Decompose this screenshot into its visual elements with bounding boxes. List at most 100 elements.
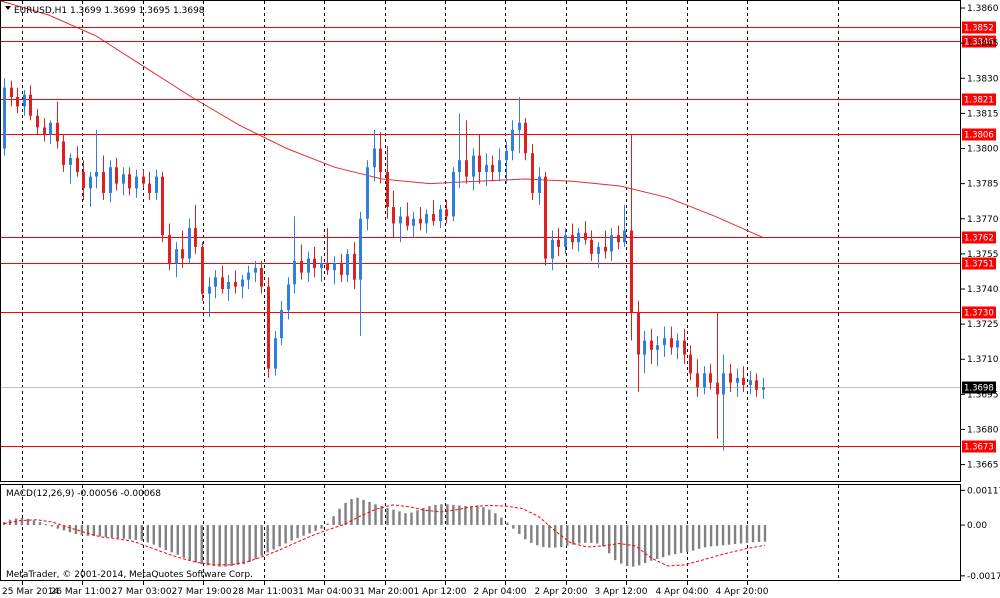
macd-histogram-bar (655, 525, 659, 559)
price-axis-label: 1.3755 (967, 250, 999, 260)
macd-histogram-bar (763, 525, 767, 542)
macd-histogram-bar (116, 525, 120, 539)
macd-histogram-bar (32, 520, 36, 526)
candle-body (260, 267, 263, 287)
candle-body (241, 279, 244, 287)
candle-body (524, 122, 527, 154)
candle-body (650, 340, 653, 350)
macd-histogram-bar (266, 525, 269, 553)
candle-body (518, 122, 521, 130)
macd-histogram-bar (152, 525, 156, 545)
time-axis-label: 26 Mar 11:00 (51, 587, 111, 597)
candle-body (201, 246, 204, 294)
macd-histogram-bar (506, 522, 509, 526)
candle-body (274, 338, 277, 369)
level-price-label: 1.3673 (964, 443, 994, 453)
candle-body (16, 97, 19, 107)
price-axis-label: 1.3710 (967, 355, 999, 365)
time-axis-label: 31 Mar 20:00 (354, 587, 414, 597)
moving-average-layer (0, 0, 764, 238)
candle-body (564, 235, 567, 247)
candle-body (670, 338, 673, 348)
candle-body (69, 157, 72, 165)
macd-histogram-bar (667, 525, 671, 556)
time-axis-label: 1 Apr 12:00 (414, 587, 467, 597)
candle-body (571, 235, 574, 243)
macd-histogram-bar (242, 525, 245, 565)
level-price-label: 1.3730 (964, 309, 994, 319)
candle-body (531, 153, 534, 193)
macd-histogram-bar (374, 504, 377, 526)
price-axis-label: 1.3740 (967, 285, 999, 295)
current-price-tag (962, 381, 996, 394)
macd-histogram-bar (470, 506, 473, 526)
candle-body (313, 258, 316, 268)
candle-body (584, 232, 587, 240)
candle-body (544, 176, 547, 259)
macd-histogram-bar (398, 511, 401, 526)
candle-body (597, 246, 600, 254)
candle-body (425, 214, 428, 224)
macd-layer (2, 497, 767, 567)
time-axis-label: 27 Mar 19:00 (172, 587, 232, 597)
macd-histogram-bar (518, 525, 521, 534)
macd-histogram-bar (703, 525, 707, 548)
macd-histogram-bar (458, 505, 461, 526)
candle-body (406, 216, 409, 226)
horizontal-levels[interactable]: 1.38521.38461.38211.38061.37621.37511.37… (1, 21, 996, 453)
candle-body (683, 340, 686, 355)
candle-body (346, 253, 349, 275)
candle-body (465, 160, 468, 177)
macd-histogram-bar (200, 525, 203, 565)
candle-body (227, 281, 230, 289)
candle-body (128, 174, 131, 189)
macd-histogram-bar (649, 525, 653, 561)
macd-histogram-bar (679, 525, 683, 553)
macd-histogram-bar (691, 525, 695, 551)
macd-histogram-bar (751, 525, 755, 543)
candle-body (656, 345, 659, 350)
price-axis-label: 1.3785 (967, 180, 999, 190)
macd-histogram-bar (278, 525, 281, 547)
candle-body (399, 216, 402, 224)
level-price-label: 1.3852 (964, 24, 994, 34)
candle-body (89, 176, 92, 189)
macd-histogram-bar (332, 516, 335, 526)
candle-body (293, 260, 296, 285)
macd-histogram-bar (38, 522, 42, 526)
candle-body (373, 148, 376, 168)
macd-histogram-bar (685, 525, 689, 552)
candle-body (62, 141, 65, 165)
level-price-tag (962, 257, 996, 270)
current-price-label: 1.3698 (964, 384, 994, 394)
candle-body (333, 263, 336, 271)
macd-histogram-bar (170, 525, 173, 553)
macd-histogram-bar (254, 525, 257, 560)
macd-histogram-bar (368, 501, 371, 526)
candle-body (590, 239, 593, 254)
price-axis-label: 1.3800 (967, 145, 999, 155)
macd-histogram-bar (452, 504, 455, 526)
macd-axis-label: 0.00 (967, 521, 987, 531)
level-price-tag (962, 440, 996, 453)
candle-body (419, 218, 422, 224)
level-price-label: 1.3821 (964, 96, 994, 106)
price-axis-label: 1.3815 (967, 109, 999, 119)
candle-body (43, 127, 46, 135)
macd-histogram-bar (338, 508, 341, 526)
macd-histogram-bar (44, 524, 48, 526)
macd-histogram-bar (356, 497, 359, 526)
price-axis-label: 1.3845 (967, 39, 999, 49)
candle-body (353, 253, 356, 280)
macd-histogram-bar (464, 506, 467, 526)
time-axis-label: 27 Mar 03:00 (112, 587, 172, 597)
candle-body (379, 148, 382, 172)
level-price-tag (962, 128, 996, 141)
macd-histogram-bar (350, 498, 353, 526)
candle-body (320, 263, 323, 268)
candle-body (214, 277, 217, 287)
candle-body (623, 230, 626, 243)
macd-histogram-bar (578, 525, 581, 544)
